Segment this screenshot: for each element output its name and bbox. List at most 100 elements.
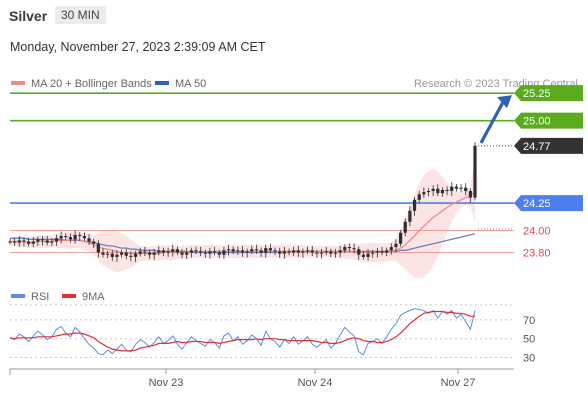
level-tag-24.25: [514, 195, 583, 212]
candle-body: [296, 250, 300, 253]
candle-body: [399, 232, 403, 244]
candle-body: [110, 253, 114, 257]
timestamp: Monday, November 27, 2023 2:39:09 AM CET: [10, 40, 266, 54]
candle-body: [273, 250, 277, 252]
candle-body: [143, 251, 147, 253]
candle-body: [436, 188, 440, 194]
candle-body: [385, 250, 389, 253]
candle-body: [338, 250, 342, 253]
candle-body: [259, 250, 263, 253]
candle-body: [301, 251, 305, 253]
candle-body: [408, 210, 412, 222]
rsi-tick-50: 50: [523, 334, 535, 346]
candle-body: [22, 240, 26, 242]
candle-body: [315, 252, 319, 254]
x-tick-label: Nov 24: [298, 377, 333, 389]
candle-body: [426, 190, 431, 193]
x-tick-label: Nov 27: [441, 377, 476, 389]
timeframe-badge[interactable]: 30 MIN: [55, 6, 106, 24]
candle-body: [194, 250, 198, 252]
candle-body: [120, 252, 124, 255]
candle-body: [236, 250, 240, 252]
candle-body: [59, 236, 63, 239]
forecast-arrow-head: [497, 95, 512, 109]
candle-body: [319, 252, 324, 254]
candle-body: [213, 251, 217, 253]
forecast-arrow-shaft: [479, 101, 505, 144]
candle-body: [115, 254, 119, 257]
candle-body: [217, 252, 221, 255]
candle-body: [8, 241, 12, 243]
candle-body: [180, 252, 184, 255]
candle-body: [208, 251, 212, 254]
candle-body: [240, 250, 245, 253]
candle-body: [254, 249, 259, 251]
candle-body: [73, 234, 77, 240]
candle-body: [64, 236, 68, 238]
candle-body: [371, 252, 375, 254]
candle-body: [292, 250, 296, 253]
candle-body: [450, 186, 454, 191]
candle-body: [124, 252, 128, 256]
legend-label-ma50: MA 50: [175, 78, 206, 90]
symbol-title: Silver: [9, 8, 48, 24]
legend-label-rsi: RSI: [31, 291, 49, 303]
candle-body: [361, 254, 365, 257]
candle-body: [264, 248, 268, 253]
candle-body: [222, 250, 226, 255]
legend-swatch-rsi: [11, 294, 25, 298]
candle-body: [161, 250, 166, 253]
candle-body: [199, 251, 203, 253]
candle-body: [445, 189, 449, 191]
legend-label-ma20: MA 20 + Bollinger Bands: [31, 78, 152, 90]
candle-body: [40, 239, 45, 241]
candle-body: [133, 253, 138, 257]
legend-label-rsi-ma: 9MA: [82, 291, 105, 303]
level-tag-24.77: [514, 137, 583, 154]
candle-body: [226, 249, 231, 251]
candle-body: [329, 251, 333, 254]
candle-body: [422, 192, 426, 195]
candle-body: [245, 251, 249, 253]
candle-body: [231, 249, 235, 252]
candle-body: [189, 250, 193, 253]
candle-body: [129, 255, 133, 257]
candle-body: [92, 241, 96, 244]
candle-body: [310, 250, 314, 253]
candle-body: [138, 251, 142, 254]
candle-body: [347, 247, 352, 249]
level-label-25.00: 25.00: [523, 116, 551, 128]
candle-body: [54, 238, 59, 242]
candle-body: [352, 248, 356, 250]
legend-swatch-ma50: [155, 81, 169, 85]
candle-body: [473, 145, 477, 198]
rsi-ma-line: [9, 310, 475, 352]
candle-body: [166, 251, 170, 253]
candle-body: [106, 253, 110, 255]
candle-body: [380, 251, 384, 253]
candle-body: [171, 249, 175, 252]
rsi-tick-30: 30: [523, 352, 535, 364]
candle-body: [45, 240, 49, 243]
rsi-line: [9, 308, 476, 356]
candle-body: [403, 221, 407, 233]
candle-body: [366, 253, 370, 257]
candle-body: [68, 237, 73, 240]
candle-body: [333, 252, 338, 254]
candle-body: [417, 194, 421, 200]
candle-body: [324, 251, 328, 253]
x-tick-label: Nov 23: [149, 377, 184, 389]
level-label-23.80: 23.80: [523, 248, 551, 260]
candle-body: [287, 251, 291, 253]
candle-body: [357, 249, 361, 255]
level-label-24.25: 24.25: [523, 198, 551, 210]
candle-body: [394, 243, 398, 248]
candle-body: [306, 250, 310, 252]
candle-body: [87, 238, 91, 242]
candle-body: [31, 241, 35, 244]
level-label-24.77: 24.77: [523, 141, 551, 153]
candle-body: [17, 240, 21, 243]
rsi-tick-70: 70: [523, 315, 535, 327]
candle-body: [185, 252, 189, 255]
